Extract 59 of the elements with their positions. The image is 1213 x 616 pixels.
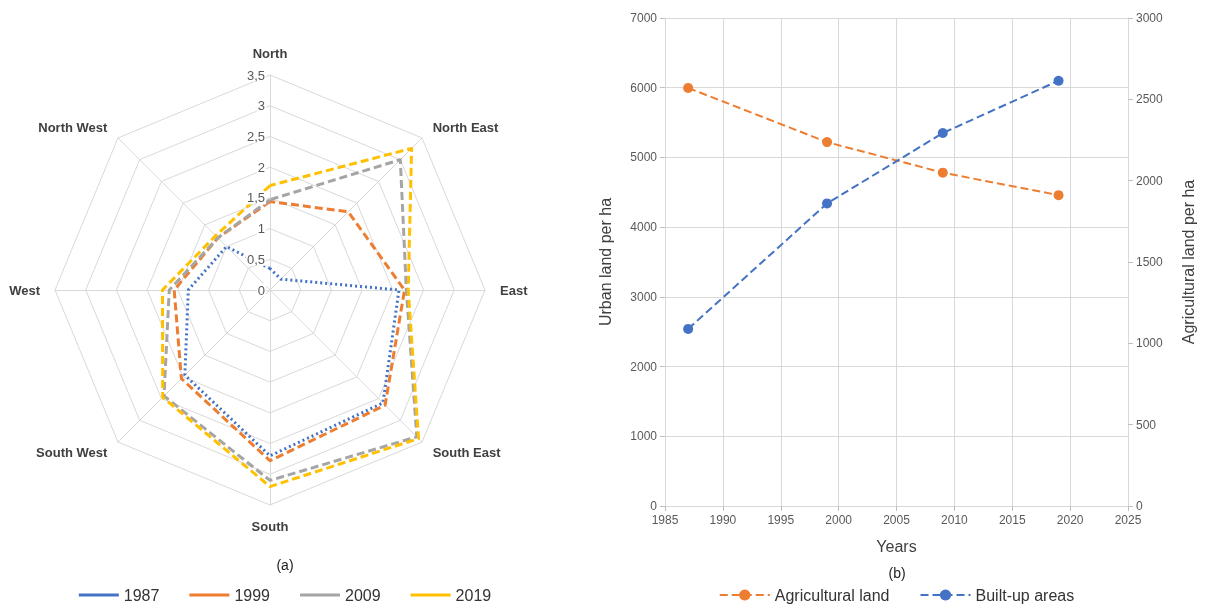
- y2-axis-title: Agricultural land per ha: [1179, 179, 1197, 345]
- spoke-label: West: [9, 282, 41, 298]
- x-tick-label: 1995: [767, 513, 795, 527]
- y2-tick-label: 2000: [1136, 173, 1164, 188]
- y-tick-label: 7000: [630, 11, 658, 25]
- x-tick-label: 2005: [883, 513, 911, 527]
- y2-tick-label: 2500: [1136, 92, 1164, 107]
- text: (b): [888, 565, 906, 581]
- point: [822, 198, 833, 209]
- x-tick-label: 2015: [998, 513, 1026, 527]
- y-tick-label: 1: [257, 221, 265, 237]
- text: (a): [276, 557, 294, 573]
- y-tick-label: 2: [257, 159, 265, 175]
- point: [937, 167, 948, 178]
- y-tick-label: 3: [257, 98, 265, 114]
- legend-label: Built-up areas: [975, 586, 1075, 604]
- legend-label: Agricultural land: [774, 586, 890, 604]
- spoke-label: East: [500, 282, 529, 298]
- y-tick-label: 1000: [630, 429, 658, 444]
- spoke-label: North West: [38, 119, 109, 135]
- point: [937, 128, 948, 139]
- legend-label: 2019: [455, 586, 492, 604]
- y-tick-label: 0: [650, 499, 658, 513]
- point: [683, 82, 694, 93]
- y-tick-label: 0,5: [246, 251, 265, 267]
- y-tick-label: 2,5: [246, 128, 265, 144]
- legend-label: 1999: [234, 586, 271, 604]
- spoke-label: North East: [432, 119, 500, 135]
- y-tick-label: 1,5: [246, 190, 265, 206]
- x-tick-label: 1990: [709, 513, 737, 527]
- y-tick-label: 0: [257, 282, 265, 298]
- spoke-label: South: [251, 519, 289, 534]
- x-axis-title: Years: [876, 537, 917, 555]
- y2-tick-label: 500: [1136, 417, 1157, 432]
- y-tick-label: 6000: [630, 80, 658, 95]
- y-tick-label: 4000: [630, 220, 658, 235]
- y-tick-label: 3000: [630, 289, 658, 304]
- y-tick-label: 5000: [630, 150, 658, 165]
- spoke-label: South East: [432, 445, 502, 461]
- x-tick-label: 2020: [1056, 513, 1084, 527]
- spoke-label: North: [252, 46, 288, 61]
- y2-tick-label: 1500: [1136, 255, 1164, 269]
- point: [822, 137, 833, 148]
- x-tick-label: 1985: [651, 513, 679, 527]
- point: [1053, 190, 1064, 201]
- legend-label: 1987: [123, 586, 160, 604]
- point: [683, 323, 694, 334]
- y-tick-label: 3,5: [246, 67, 265, 83]
- x-tick-label: 2010: [941, 513, 969, 527]
- y2-tick-label: 0: [1136, 499, 1143, 513]
- x-tick-label: 2025: [1114, 513, 1142, 527]
- x-tick-label: 2000: [825, 513, 853, 527]
- point: [1053, 75, 1064, 86]
- y2-tick-label: 3000: [1136, 11, 1164, 25]
- spoke-label: South West: [36, 445, 109, 461]
- y2-tick-label: 1000: [1136, 336, 1164, 351]
- y-tick-label: 2000: [630, 359, 658, 374]
- legend-label: 2009: [345, 586, 381, 604]
- y-axis-title: Urban land per ha: [596, 197, 614, 327]
